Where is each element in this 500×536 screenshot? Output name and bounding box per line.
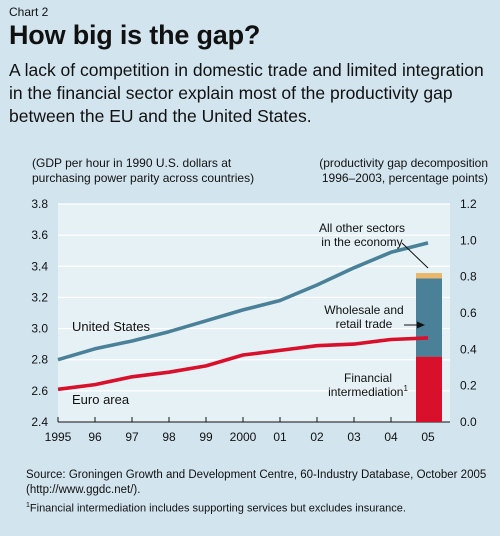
x-tick-label: 1995	[45, 430, 72, 444]
right-axis-note-line-2: 1996–2003, percentage points)	[321, 171, 488, 185]
annotation-fin-line-1: Financial	[344, 371, 392, 385]
y2-tick-label: 0.2	[460, 379, 477, 393]
y2-tick-label: 0.4	[460, 342, 477, 356]
x-tick-label: 98	[162, 430, 176, 444]
y-tick-label: 2.8	[31, 353, 48, 367]
annotation-trade-line-2: retail trade	[336, 317, 393, 331]
y-tick-label: 3.8	[31, 197, 48, 211]
annotation-fin-line-2: intermediation1	[328, 384, 408, 399]
annotation-other-line-2: in the economy	[321, 235, 402, 249]
y-tick-label: 2.6	[31, 384, 48, 398]
footnote-text: Financial intermediation includes suppor…	[29, 502, 406, 515]
y2-tick-label: 0.0	[460, 415, 477, 429]
euro-series-label: Euro area	[72, 392, 130, 407]
right-axis-note-line-1: (productivity gap decomposition	[319, 156, 488, 170]
bar-segment-financial	[416, 356, 442, 422]
annotation-trade-line-1: Wholesale and	[324, 303, 403, 317]
x-tick-label: 01	[273, 430, 287, 444]
x-tick-label: 96	[88, 430, 102, 444]
left-axis-note-line-1: (GDP per hour in 1990 U.S. dollars at	[32, 156, 232, 170]
left-axis-note-line-2: purchasing power parity across countries…	[32, 171, 255, 185]
y2-tick-label: 1.0	[460, 233, 477, 247]
x-tick-label: 04	[384, 430, 398, 444]
footnote-mark: 1	[26, 502, 30, 509]
right-axis-note: (productivity gap decomposition 1996–200…	[319, 156, 488, 186]
source-note: Source: Groningen Growth and Development…	[26, 469, 487, 496]
x-tick-label: 2000	[230, 430, 257, 444]
us-series-line	[57, 241, 429, 362]
chart-kicker: Chart 2	[9, 5, 49, 19]
x-tick-label: 99	[199, 430, 213, 444]
y-tick-label: 3.2	[31, 290, 48, 304]
y-tick-label: 3.0	[31, 322, 48, 336]
chart-subtitle: A lack of competition in domestic trade …	[9, 60, 484, 126]
euro-series-line	[57, 336, 429, 392]
us-series-label: United States	[72, 319, 151, 334]
bar-segment-trade	[416, 278, 442, 357]
plot-area	[58, 204, 450, 422]
chart-title: How big is the gap?	[9, 20, 261, 50]
x-tick-label: 02	[310, 430, 324, 444]
x-tick-label: 03	[347, 430, 361, 444]
footnote: 1Financial intermediation includes suppo…	[26, 502, 406, 515]
bar-segment-other	[416, 273, 442, 279]
y-tick-label: 2.4	[31, 415, 48, 429]
annotation-trade-arrowhead	[417, 321, 425, 329]
x-tick-label: 05	[421, 430, 435, 444]
y2-tick-label: 0.6	[460, 306, 477, 320]
y2-tick-label: 1.2	[460, 197, 477, 211]
annotation-other-line-1: All other sectors	[319, 221, 405, 235]
x-tick-label: 97	[125, 430, 139, 444]
left-axis-note: (GDP per hour in 1990 U.S. dollars at pu…	[32, 156, 254, 186]
y-tick-label: 3.6	[31, 228, 48, 242]
y2-tick-label: 0.8	[460, 270, 477, 284]
annotation-other-leader	[401, 242, 429, 269]
annotation-fin-footnote-mark: 1	[403, 384, 408, 393]
y-tick-label: 3.4	[31, 259, 48, 273]
